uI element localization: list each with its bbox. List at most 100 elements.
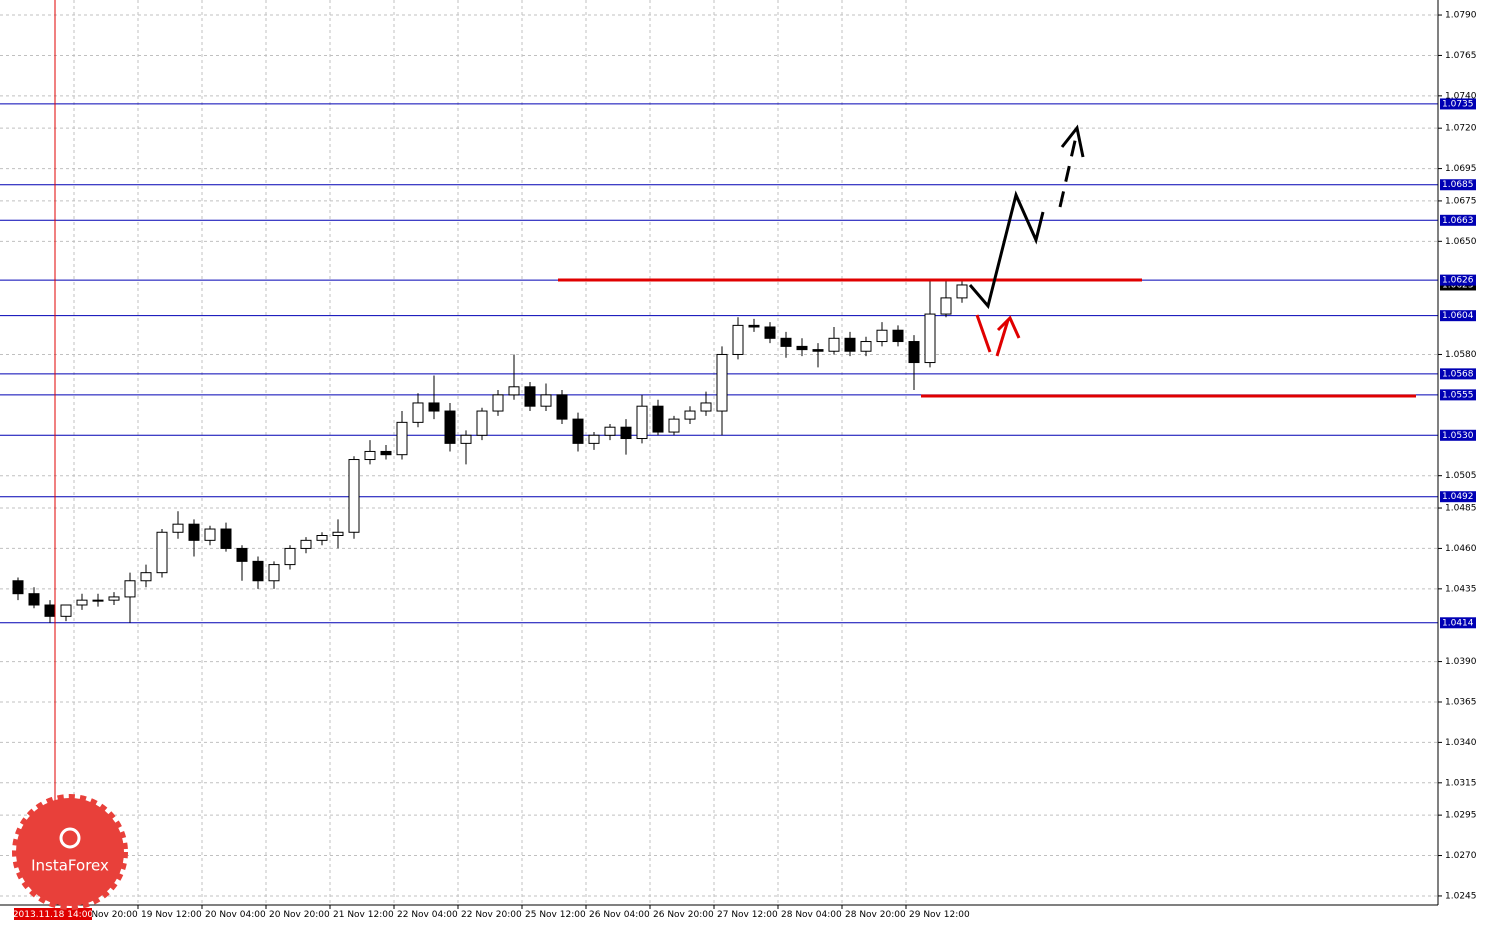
candle-body: [380, 450, 392, 456]
y-tick-label: 1.0390: [1445, 657, 1477, 667]
y-tick-label: 1.0435: [1445, 584, 1477, 594]
y-tick-label: 1.0505: [1445, 471, 1477, 481]
candle-body: [812, 349, 824, 352]
candle-body: [268, 564, 280, 582]
candle-body: [796, 345, 808, 351]
price-axis: [1438, 0, 1489, 924]
candle-body: [476, 410, 488, 436]
x-tick-label: 20 Nov 04:00: [205, 910, 266, 920]
level-label: 1.0414: [1442, 618, 1474, 628]
candle-body: [572, 418, 584, 444]
level-box: [1440, 491, 1476, 503]
y-tick-label: 1.0295: [1445, 811, 1477, 821]
candle-body: [172, 523, 184, 533]
y-tick-label: 1.0315: [1445, 778, 1477, 788]
alt-arrow: [975, 314, 992, 353]
grid: [0, 0, 1438, 905]
x-tick-label: 29 Nov 12:00: [909, 910, 970, 920]
candle-body: [508, 386, 520, 396]
candle-body: [588, 434, 600, 444]
candle-body: [412, 402, 424, 423]
level-box: [1440, 429, 1476, 441]
candle-body: [908, 341, 920, 364]
candle-body: [700, 402, 712, 412]
x-tick-label: 19 Nov 12:00: [141, 910, 202, 920]
level-label: 1.0685: [1442, 180, 1474, 190]
y-tick-label: 1.0245: [1445, 891, 1477, 901]
candle-body: [348, 459, 360, 533]
x-tick-label: 22 Nov 20:00: [461, 910, 522, 920]
candle-body: [428, 402, 440, 412]
candle-body: [684, 410, 696, 420]
candle-body: [636, 405, 648, 440]
candles: [12, 278, 968, 623]
arrow-head: [996, 315, 1021, 339]
candle-body: [220, 528, 232, 549]
level-box: [1440, 389, 1476, 401]
candle-body: [236, 547, 248, 562]
candle-body: [860, 341, 872, 352]
x-tick-label: 26 Nov 20:00: [653, 910, 714, 920]
level-label: 1.0492: [1442, 492, 1474, 502]
candle-body: [188, 523, 200, 541]
level-label: 1.0663: [1442, 216, 1474, 226]
candle-body: [316, 535, 328, 541]
x-tick-label: 25 Nov 12:00: [525, 910, 586, 920]
candle-body: [156, 531, 168, 574]
candle-body: [44, 604, 56, 617]
candle-body: [924, 313, 936, 364]
candle-body: [556, 394, 568, 420]
candle-body: [652, 405, 664, 433]
x-tick-label: 26 Nov 04:00: [589, 910, 650, 920]
candle-body: [668, 418, 680, 433]
candle-body: [108, 596, 120, 601]
candle-body: [60, 604, 72, 617]
candle-body: [300, 539, 312, 549]
x-tick-label: 28 Nov 20:00: [845, 910, 906, 920]
level-label: 1.0626: [1442, 276, 1474, 286]
candle-body: [460, 434, 472, 444]
x-tick-label: 22 Nov 04:00: [397, 910, 458, 920]
y-tick-label: 1.0790: [1445, 11, 1477, 21]
level-box: [1440, 617, 1476, 629]
y-tick-label: 1.0720: [1445, 124, 1477, 134]
candle-body: [332, 531, 344, 537]
candle-body: [492, 394, 504, 412]
candle-body: [204, 528, 216, 541]
logo-text: InstaForex: [31, 857, 109, 875]
forecast-arrow: [968, 190, 1045, 310]
candle-body: [956, 284, 968, 299]
candle-body: [76, 599, 88, 606]
y-tick-label: 1.0740: [1445, 91, 1477, 101]
candle-body: [764, 326, 776, 339]
y-tick-label: 1.0485: [1445, 504, 1477, 514]
candle-body: [124, 580, 136, 598]
level-box: [1440, 179, 1476, 191]
level-box: [1440, 214, 1476, 226]
y-tick-label: 1.0675: [1445, 196, 1477, 206]
level-label: 1.0568: [1442, 369, 1474, 379]
y-tick-label: 1.0580: [1445, 350, 1477, 360]
x-tick-label: 20 Nov 20:00: [269, 910, 330, 920]
level-label: 1.0555: [1442, 390, 1474, 400]
cursor-box: [14, 908, 92, 920]
candle-body: [364, 450, 376, 461]
arrow-head: [1060, 124, 1085, 158]
level-label: 1.0530: [1442, 431, 1474, 441]
candle-body: [12, 580, 24, 595]
y-tick-label: 1.0365: [1445, 697, 1477, 707]
candle-body: [28, 593, 40, 606]
candle-body: [892, 329, 904, 343]
forecast-arrow-dashed: [1058, 131, 1079, 208]
y-tick-label: 1.0340: [1445, 738, 1477, 748]
level-label: 1.0735: [1442, 99, 1474, 109]
y-tick-label: 1.0270: [1445, 851, 1477, 861]
candle-body: [284, 547, 296, 566]
candle-body: [940, 297, 952, 315]
y-tick-label: 1.0765: [1445, 51, 1477, 61]
candle-body: [844, 337, 856, 352]
logo: InstaForex: [12, 794, 128, 910]
axis-labels: 1.0790 1.0765 1.0740 1.0720 1.0695 1.0675 1.06…: [73, 11, 1477, 920]
y-tick-label: 1.0695: [1445, 164, 1477, 174]
